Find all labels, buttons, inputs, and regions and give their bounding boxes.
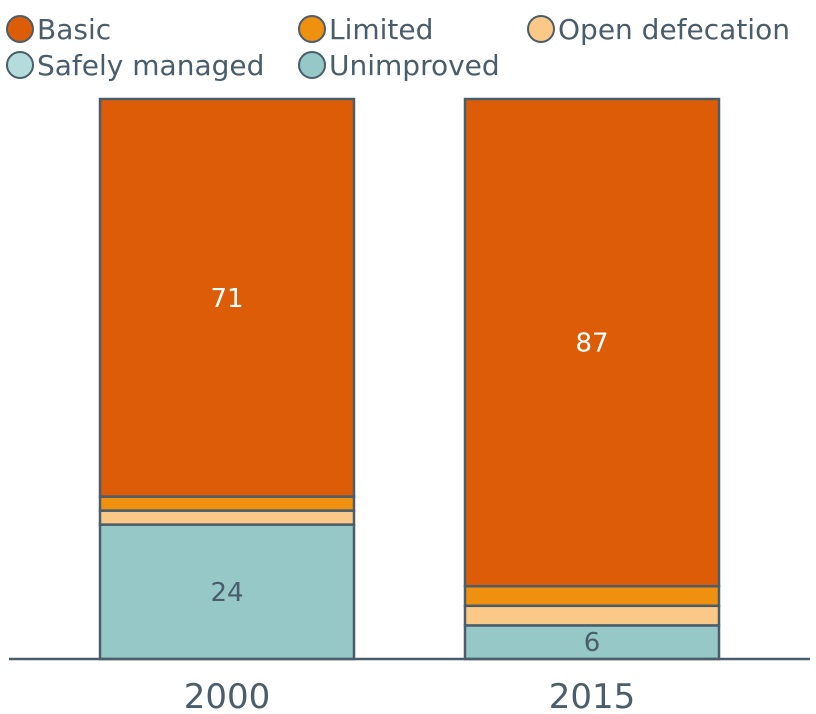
- bar-segment-basic-2000: [98, 97, 356, 498]
- x-tick-label-2015: 2015: [549, 677, 636, 714]
- data-label-basic-2015: 87: [575, 329, 608, 359]
- legend-item-unimproved: Unimproved: [292, 48, 500, 82]
- legend-swatch-limited: [298, 15, 326, 43]
- x-tick-label-2000: 2000: [184, 677, 271, 714]
- legend-item-open-defecation: Open defecation: [521, 12, 790, 46]
- bar-segment-open-defecation-2015: [463, 604, 721, 627]
- bar-segment-limited-2000: [98, 495, 356, 512]
- legend-item-basic: Basic: [0, 12, 111, 46]
- legend-label-unimproved: Unimproved: [329, 48, 500, 82]
- bar-segment-open-defecation-2000: [98, 509, 356, 526]
- data-label-unimproved-2015: 6: [584, 628, 601, 658]
- legend-swatch-open-defecation: [527, 15, 555, 43]
- legend-swatch-basic: [6, 15, 34, 43]
- bar-segment-limited-2015: [463, 584, 721, 608]
- legend-swatch-unimproved: [298, 51, 326, 79]
- data-label-basic-2000: 71: [210, 284, 243, 314]
- legend-label-open-defecation: Open defecation: [558, 12, 790, 46]
- legend-label-safely-managed: Safely managed: [37, 48, 265, 82]
- legend-label-basic: Basic: [37, 12, 112, 46]
- chart-legend: Basic Limited Open defecation Safely man…: [0, 0, 816, 90]
- legend-swatch-safely-managed: [6, 51, 34, 79]
- legend-item-safely-managed: Safely managed: [0, 48, 264, 82]
- legend-item-limited: Limited: [292, 12, 433, 46]
- data-label-unimproved-2000: 24: [210, 578, 243, 608]
- legend-label-limited: Limited: [329, 12, 434, 46]
- bar-segment-basic-2015: [463, 97, 721, 588]
